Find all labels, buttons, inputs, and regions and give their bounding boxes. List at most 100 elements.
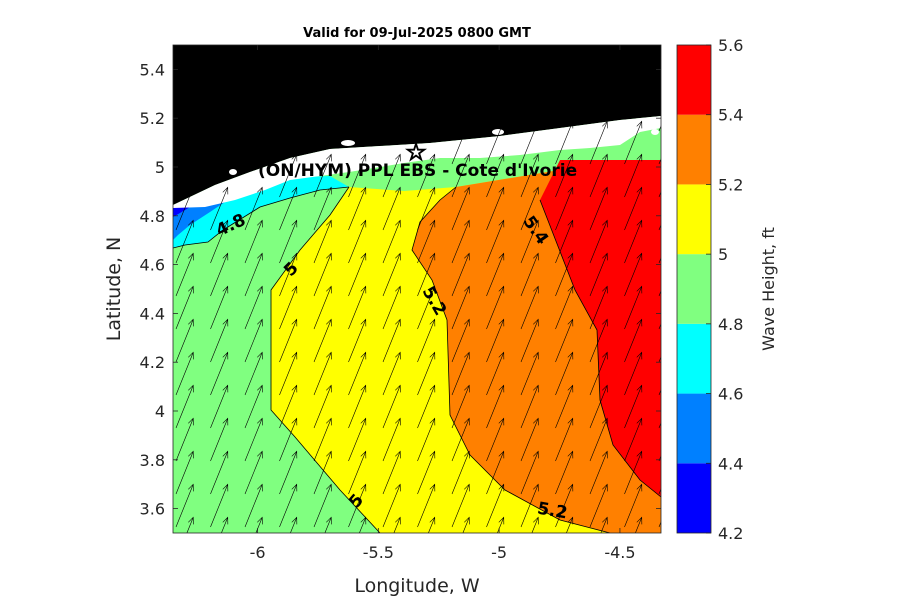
colorbar-segment — [677, 393, 711, 464]
y-axis-label: Latitude, N — [103, 237, 125, 342]
wave-arrow — [279, 450, 298, 495]
wave-arrow — [555, 120, 574, 165]
star-icon: ☆ — [405, 138, 427, 166]
wave-arrow — [417, 318, 436, 363]
wave-arrow — [624, 285, 643, 330]
wave-arrow — [210, 450, 229, 495]
wave-arrow — [186, 516, 194, 533]
x-tick-label: -5.5 — [363, 543, 394, 562]
wave-arrow — [244, 384, 263, 429]
wave-arrow — [393, 516, 401, 533]
wave-arrow — [624, 120, 643, 165]
wave-arrow — [382, 384, 401, 429]
wave-arrow — [566, 516, 574, 533]
y-tick-label: 5.4 — [140, 60, 165, 79]
wave-arrow — [324, 516, 332, 533]
wave-arrow — [658, 191, 661, 198]
wave-arrow — [589, 120, 608, 165]
wave-arrow — [348, 483, 367, 528]
wave-arrow — [417, 153, 436, 198]
wave-arrow — [417, 252, 436, 297]
wave-arrow — [417, 417, 436, 462]
wave-arrow — [486, 120, 505, 165]
wave-arrow — [348, 186, 367, 231]
wave-arrow — [313, 318, 332, 363]
wave-arrow — [520, 252, 539, 297]
wave-arrow — [451, 186, 470, 231]
wave-arrow — [244, 285, 263, 330]
wave-arrow — [462, 516, 470, 533]
colorbar-tick-label: 4.6 — [718, 385, 743, 404]
wave-arrow — [520, 483, 539, 528]
colorbar-segment — [677, 254, 711, 324]
wave-arrow — [635, 516, 643, 533]
wave-arrow — [417, 384, 436, 429]
wave-arrow — [451, 417, 470, 462]
wave-arrow — [313, 186, 332, 231]
wave-arrow — [279, 219, 298, 264]
wave-arrow — [210, 219, 229, 264]
wave-arrow — [520, 285, 539, 330]
wave-arrow — [313, 417, 332, 462]
wave-arrow — [175, 483, 194, 528]
wave-arrow — [175, 351, 194, 396]
wave-arrow — [658, 158, 661, 165]
wave-arrow — [589, 219, 608, 264]
wave-arrow — [555, 417, 574, 462]
wave-arrow — [589, 483, 608, 528]
coastal-strip — [173, 116, 661, 208]
band-4-4-to-4-6 — [173, 200, 225, 240]
colorbar-tick-label: 5.2 — [718, 175, 743, 194]
wave-arrow — [624, 318, 643, 363]
wave-arrow — [382, 318, 401, 363]
wave-arrow — [589, 186, 608, 231]
wave-arrow — [244, 351, 263, 396]
wave-arrow — [348, 153, 367, 198]
wave-arrow — [244, 483, 263, 528]
colorbar-tick-label: 5.6 — [718, 36, 743, 55]
wave-arrow — [658, 290, 661, 297]
wave-arrow — [175, 186, 194, 231]
wave-arrow — [658, 488, 661, 495]
wave-arrow — [348, 285, 367, 330]
y-axis: 3.6 3.8 4 4.2 4.4 4.6 4.8 5 5.2 5.4 — [140, 60, 661, 519]
wave-arrow — [589, 417, 608, 462]
wave-arrow — [486, 252, 505, 297]
wave-arrow — [244, 417, 263, 462]
wave-arrow — [279, 186, 298, 231]
wave-arrow — [451, 120, 470, 165]
y-tick-label: 4.4 — [140, 304, 165, 323]
wave-arrow — [175, 384, 194, 429]
wave-arrow — [658, 356, 661, 363]
wave-arrow — [290, 516, 298, 533]
wave-arrow — [279, 252, 298, 297]
wave-arrow — [486, 186, 505, 231]
contour-lines — [173, 186, 661, 533]
wave-arrow — [486, 384, 505, 429]
wave-arrow — [451, 483, 470, 528]
wave-arrow — [451, 153, 470, 198]
colorbar-segment — [677, 184, 711, 255]
wave-arrow — [175, 450, 194, 495]
x-axis: -6 -5.5 -5 -4.5 — [250, 45, 636, 562]
wave-arrow — [279, 318, 298, 363]
wave-arrow — [555, 384, 574, 429]
wave-arrow — [520, 417, 539, 462]
wave-arrow — [520, 219, 539, 264]
wave-arrow — [175, 219, 194, 264]
wave-arrow — [279, 483, 298, 528]
wave-arrow — [313, 483, 332, 528]
wave-arrow — [658, 224, 661, 231]
wave-arrow — [555, 153, 574, 198]
y-tick-label: 3.8 — [140, 451, 165, 470]
wave-arrow — [313, 450, 332, 495]
wave-arrow — [210, 186, 229, 231]
colorbar-tick-label: 5 — [718, 245, 728, 264]
colorbar-tick-label: 4.8 — [718, 315, 743, 334]
y-tick-label: 5.2 — [140, 109, 165, 128]
wave-arrow — [279, 351, 298, 396]
wave-arrow — [624, 252, 643, 297]
location-label: (ON/HYM) PPL EBS - Cote d'Ivorie — [258, 161, 577, 181]
colorbar: 4.2 4.4 4.6 4.8 5 5.2 5.4 5.6 — [676, 36, 743, 543]
